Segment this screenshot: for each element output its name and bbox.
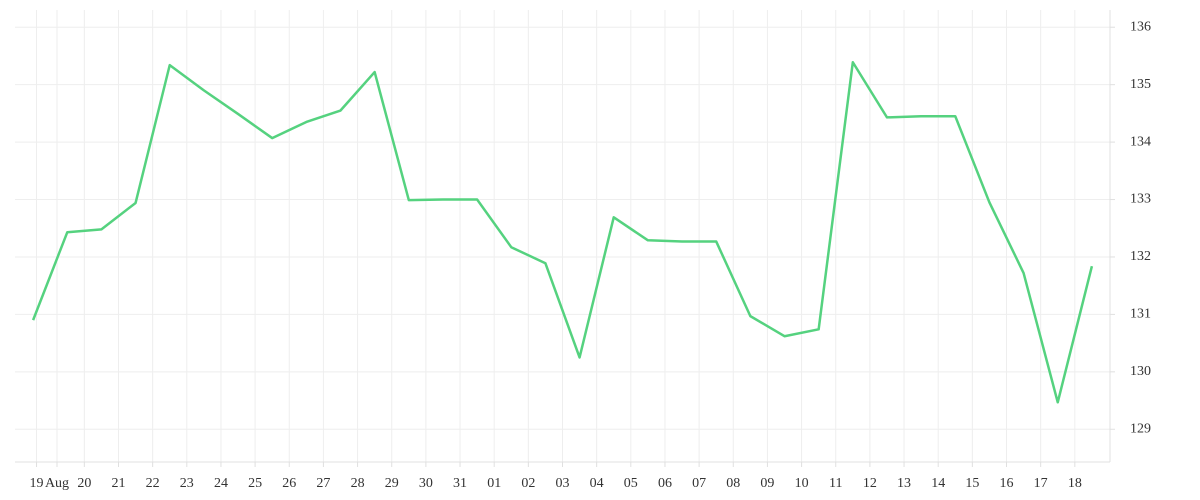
x-tick-label: 16 [1000,476,1014,491]
y-tick-label: 129 [1130,421,1151,436]
x-tick-label: 12 [863,476,877,491]
x-tick-label: 03 [556,476,570,491]
x-tick-label: 05 [624,476,638,491]
x-tick-label: 29 [385,476,399,491]
x-tick-label: 06 [658,476,672,491]
x-tick-label: 19 [30,476,44,491]
x-tick-label: 31 [453,476,467,491]
x-tick-label: 25 [248,476,262,491]
x-tick-label: 04 [590,476,604,491]
y-tick-label: 130 [1130,364,1151,379]
x-tick-label: 24 [214,476,228,491]
x-tick-label: 18 [1068,476,1082,491]
x-tick-label: 27 [316,476,330,491]
x-tick-label: 28 [351,476,365,491]
x-tick-label: 13 [897,476,911,491]
x-tick-label: 22 [146,476,160,491]
x-tick-label: 11 [829,476,842,491]
x-tick-label: 15 [965,476,979,491]
y-tick-label: 133 [1130,192,1151,207]
y-tick-label: 134 [1130,134,1151,149]
x-tick-label: 01 [487,476,501,491]
y-tick-label: 135 [1130,77,1151,92]
x-tick-label: 30 [419,476,433,491]
x-tick-label: 26 [282,476,296,491]
y-tick-label: 131 [1130,307,1151,322]
x-tick-label: 23 [180,476,194,491]
x-tick-label: 02 [521,476,535,491]
x-tick-label: 08 [726,476,740,491]
x-tick-label: 09 [760,476,774,491]
x-tick-label: 20 [77,476,91,491]
x-tick-label: 10 [795,476,809,491]
x-tick-label: Aug [45,476,69,491]
x-tick-label: 14 [931,476,945,491]
x-tick-label: 21 [111,476,125,491]
y-tick-label: 136 [1130,19,1151,34]
data-line [31,61,1094,404]
x-tick-label: 17 [1034,476,1048,491]
x-tick-label: 07 [692,476,706,491]
y-tick-label: 132 [1130,249,1151,264]
